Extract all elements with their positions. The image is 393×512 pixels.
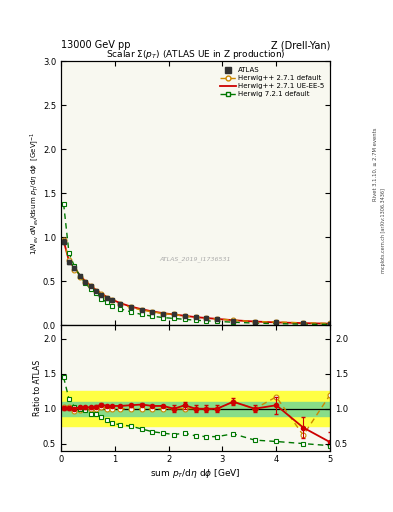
Text: mcplots.cern.ch [arXiv:1306.3436]: mcplots.cern.ch [arXiv:1306.3436]	[381, 188, 386, 273]
Y-axis label: $1/N_{ev}$ $dN_{ev}$/dsum $p_T$/d$\eta$ d$\phi$  [GeV]$^{-1}$: $1/N_{ev}$ $dN_{ev}$/dsum $p_T$/d$\eta$ …	[29, 132, 41, 255]
Y-axis label: Ratio to ATLAS: Ratio to ATLAS	[33, 360, 42, 416]
Title: Scalar $\Sigma(p_T)$ (ATLAS UE in Z production): Scalar $\Sigma(p_T)$ (ATLAS UE in Z prod…	[106, 48, 285, 61]
Text: Rivet 3.1.10, ≥ 2.7M events: Rivet 3.1.10, ≥ 2.7M events	[373, 127, 378, 201]
X-axis label: sum $p_T$/d$\eta$ d$\phi$ [GeV]: sum $p_T$/d$\eta$ d$\phi$ [GeV]	[150, 467, 241, 480]
Text: Z (Drell-Yan): Z (Drell-Yan)	[271, 40, 330, 50]
Text: 13000 GeV pp: 13000 GeV pp	[61, 40, 130, 50]
Text: ATLAS_2019_I1736531: ATLAS_2019_I1736531	[160, 257, 231, 262]
Legend: ATLAS, Herwig++ 2.7.1 default, Herwig++ 2.7.1 UE-EE-5, Herwig 7.2.1 default: ATLAS, Herwig++ 2.7.1 default, Herwig++ …	[218, 65, 327, 99]
